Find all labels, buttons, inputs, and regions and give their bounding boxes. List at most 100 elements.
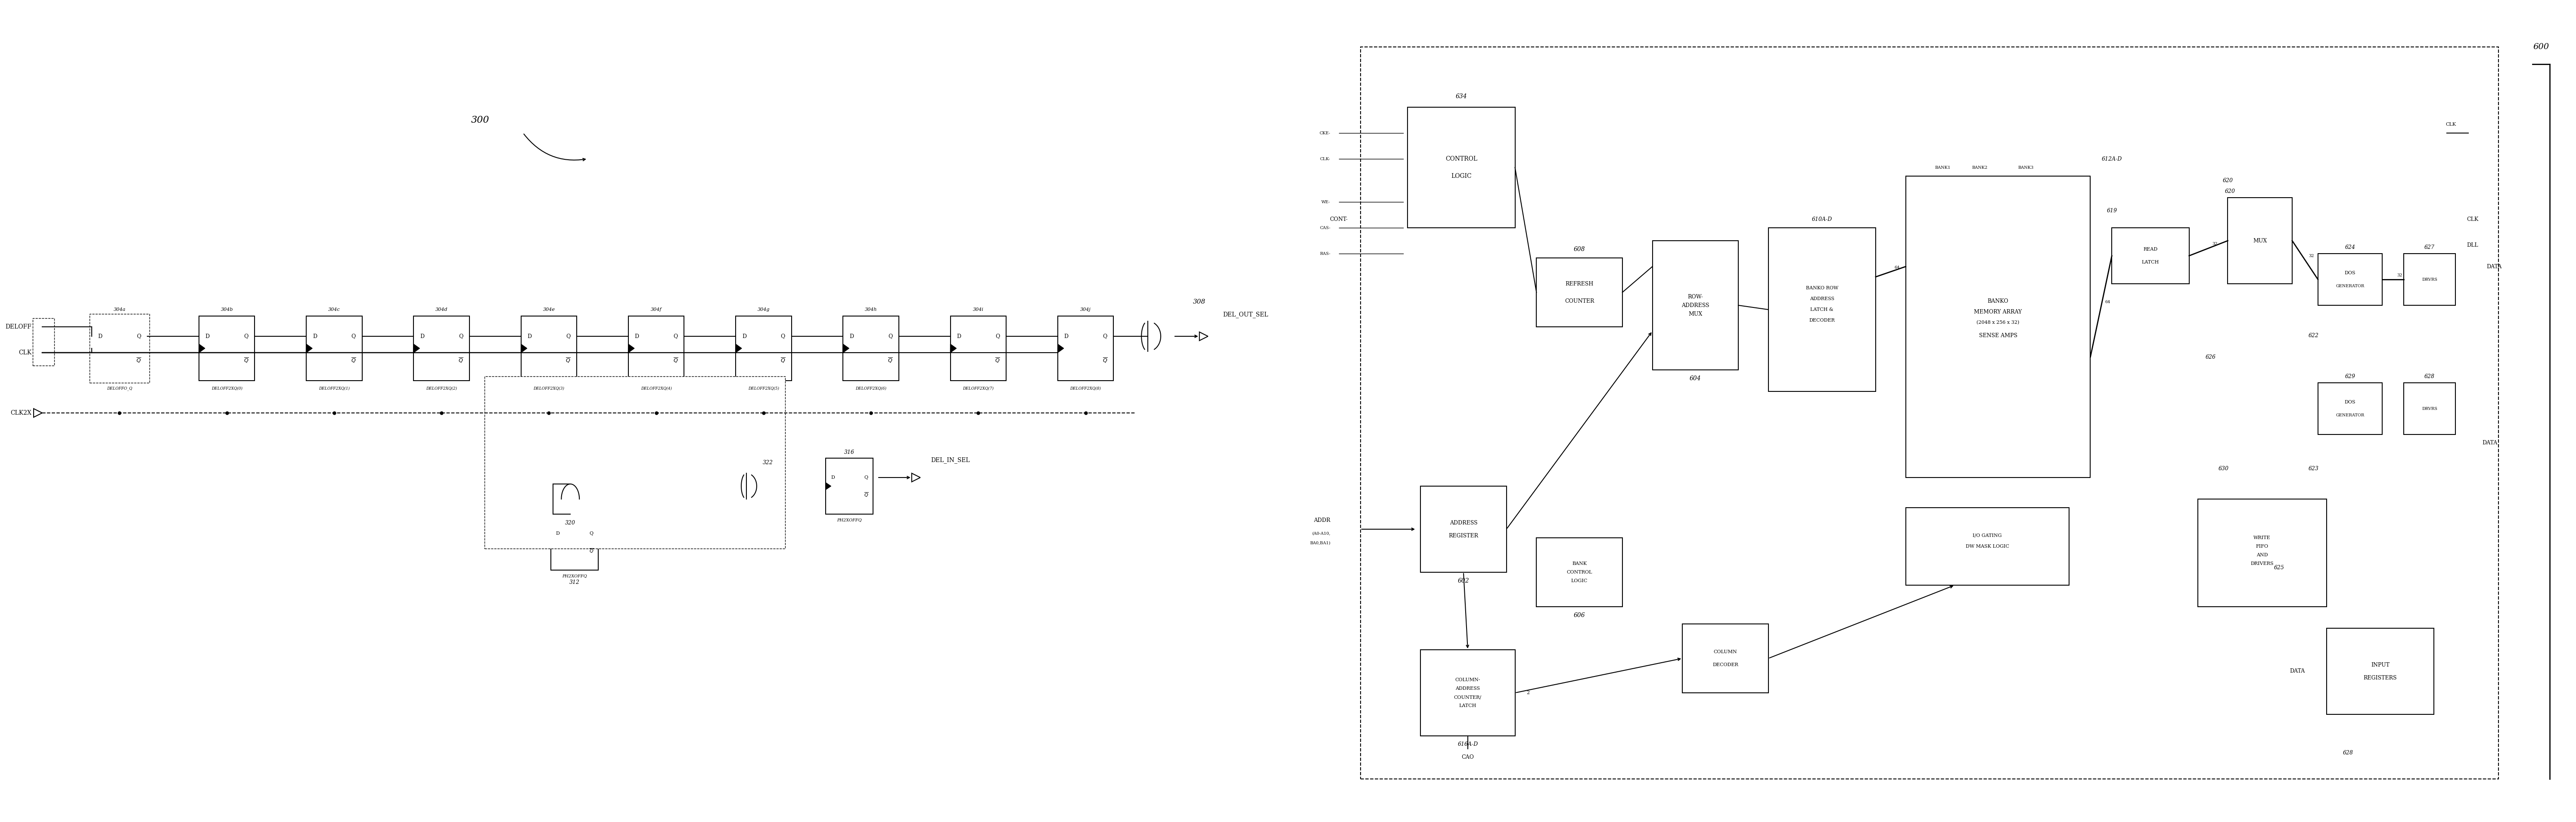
Bar: [93, 316, 147, 381]
Text: 308: 308: [1193, 299, 1206, 305]
Text: CLK-: CLK-: [1319, 157, 1329, 161]
Polygon shape: [198, 344, 206, 353]
Text: BANKO: BANKO: [1989, 298, 2009, 304]
Text: LATCH: LATCH: [2141, 260, 2159, 265]
Text: DECODER: DECODER: [1808, 318, 1834, 322]
Text: D: D: [850, 334, 853, 339]
Text: 612A-D: 612A-D: [2102, 156, 2123, 162]
Text: Q: Q: [1103, 334, 1108, 339]
Text: 304c: 304c: [327, 307, 340, 312]
Text: 606: 606: [1574, 612, 1584, 618]
Text: BA0,BA1): BA0,BA1): [1309, 541, 1329, 545]
Text: GENERATOR: GENERATOR: [2336, 284, 2365, 288]
Text: $\overline{Q}$: $\overline{Q}$: [1103, 357, 1108, 364]
Text: 304i: 304i: [974, 307, 984, 312]
Polygon shape: [827, 483, 832, 490]
Text: I/O GATING: I/O GATING: [1973, 533, 2002, 538]
Bar: [827, 458, 873, 514]
Polygon shape: [415, 344, 420, 353]
Text: DELOFFO_Q: DELOFFO_Q: [106, 386, 131, 390]
Text: CONTROL: CONTROL: [1566, 570, 1592, 575]
Polygon shape: [520, 344, 528, 353]
Text: CAS-: CAS-: [1319, 226, 1329, 229]
Text: $\overline{Q}$: $\overline{Q}$: [245, 357, 250, 364]
Text: 625: 625: [2275, 566, 2285, 570]
Text: DELOFF2XQ(5): DELOFF2XQ(5): [747, 386, 778, 390]
Bar: [1767, 228, 1875, 391]
Text: COUNTER: COUNTER: [1564, 298, 1595, 304]
Bar: [2318, 254, 2383, 305]
Text: DLL: DLL: [2468, 242, 2478, 247]
Text: CKE-: CKE-: [1319, 132, 1329, 135]
Text: CLK: CLK: [2468, 216, 2478, 222]
Text: 623: 623: [2308, 466, 2318, 472]
Bar: [1906, 176, 2089, 478]
Text: Q: Q: [459, 334, 464, 339]
Text: $\overline{Q}$: $\overline{Q}$: [137, 357, 142, 364]
Text: REGISTERS: REGISTERS: [2365, 675, 2396, 681]
Text: 630: 630: [2218, 466, 2228, 472]
Bar: [551, 514, 598, 570]
Text: 600: 600: [2532, 43, 2550, 51]
Text: $\overline{Q}$: $\overline{Q}$: [863, 492, 868, 498]
Bar: [33, 318, 54, 366]
Text: D: D: [98, 334, 103, 339]
Text: $\overline{Q}$: $\overline{Q}$: [590, 547, 592, 554]
Text: LATCH: LATCH: [1458, 704, 1476, 708]
Bar: [1360, 47, 2499, 779]
Text: (A0-A10,: (A0-A10,: [1311, 532, 1329, 535]
Text: $\overline{Q}$: $\overline{Q}$: [567, 357, 572, 364]
Bar: [2403, 383, 2455, 435]
Text: Q: Q: [994, 334, 999, 339]
Text: LATCH &: LATCH &: [1811, 307, 1834, 312]
Bar: [1535, 538, 1623, 607]
Bar: [842, 316, 899, 381]
Text: INPUT: INPUT: [2370, 662, 2391, 667]
Text: DW MASK LOGIC: DW MASK LOGIC: [1965, 544, 2009, 548]
Text: CLK2X: CLK2X: [10, 410, 31, 416]
Text: DELOFF2XQ(7): DELOFF2XQ(7): [963, 386, 994, 390]
Text: 620: 620: [2223, 178, 2233, 183]
Text: 304g: 304g: [757, 307, 770, 312]
Text: D: D: [312, 334, 317, 339]
Bar: [1406, 107, 1515, 228]
Text: LOGIC: LOGIC: [1450, 173, 1471, 179]
Text: 634: 634: [1455, 94, 1468, 99]
Bar: [1419, 486, 1507, 572]
Text: MUX: MUX: [1687, 311, 1703, 316]
Polygon shape: [551, 538, 556, 546]
Text: COLUMN-: COLUMN-: [1455, 678, 1481, 682]
Bar: [520, 316, 577, 381]
Text: 604: 604: [1690, 376, 1700, 381]
Text: CAO: CAO: [1461, 755, 1473, 760]
Text: ADDRESS: ADDRESS: [1450, 520, 1479, 525]
Text: DOS: DOS: [2344, 400, 2354, 404]
Text: ADDR: ADDR: [1314, 518, 1329, 524]
Text: ADDRESS: ADDRESS: [1682, 302, 1710, 308]
Polygon shape: [307, 344, 312, 353]
Text: 300: 300: [471, 115, 489, 125]
Text: ADDRESS: ADDRESS: [1811, 297, 1834, 301]
Text: BANK1: BANK1: [1935, 165, 1950, 169]
Text: $\overline{Q}$: $\overline{Q}$: [350, 357, 355, 364]
Text: 304a: 304a: [113, 307, 126, 312]
Text: DATA: DATA: [2483, 441, 2496, 446]
Text: DOS: DOS: [2344, 270, 2354, 275]
Text: GENERATOR: GENERATOR: [2336, 413, 2365, 417]
Bar: [2228, 197, 2293, 284]
Text: 616A-D: 616A-D: [1458, 741, 1479, 747]
Text: Q: Q: [781, 334, 786, 339]
Text: BANK3: BANK3: [2017, 165, 2032, 169]
Bar: [2197, 499, 2326, 607]
Text: DECODER: DECODER: [1713, 663, 1739, 667]
Bar: [1906, 508, 2069, 585]
Text: $\overline{Q}$: $\overline{Q}$: [672, 357, 677, 364]
Text: WE-: WE-: [1321, 200, 1329, 204]
Text: REGISTER: REGISTER: [1448, 533, 1479, 538]
Text: BANK: BANK: [1571, 561, 1587, 566]
Text: BANK2: BANK2: [1971, 165, 1989, 169]
Text: $\overline{Q}$: $\overline{Q}$: [889, 357, 894, 364]
Text: D: D: [956, 334, 961, 339]
Bar: [2403, 254, 2455, 305]
Text: 626: 626: [2205, 354, 2215, 360]
